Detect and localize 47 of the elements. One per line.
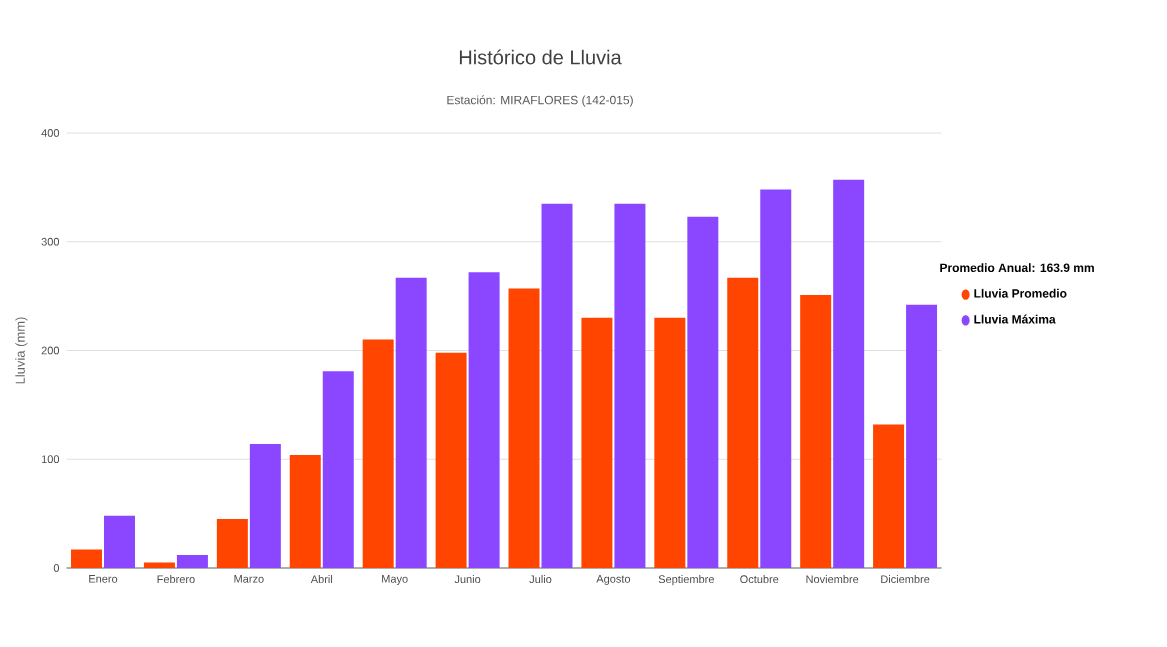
bar	[322, 371, 354, 568]
bar	[614, 203, 646, 568]
x-tick-label: Septiembre	[658, 575, 714, 586]
bar	[435, 352, 467, 568]
bar	[216, 519, 248, 568]
legend-label: Lluvia Promedio	[974, 288, 1067, 298]
bar	[508, 288, 540, 568]
y-tick-label: 300	[41, 237, 60, 246]
x-tick-label: Enero	[89, 575, 118, 583]
bar	[362, 339, 394, 568]
bar	[654, 317, 686, 568]
bar	[143, 562, 175, 568]
bar	[581, 317, 613, 568]
y-tick-label: 0	[53, 564, 60, 572]
legend-title: Promedio Anual: 163.9 mm	[940, 263, 1094, 273]
chart-title: Histórico de Lluvia	[459, 49, 622, 65]
y-tick-label: 200	[41, 346, 60, 355]
x-tick-label: Noviembre	[806, 575, 859, 584]
bar	[71, 549, 103, 568]
bar	[800, 295, 832, 568]
y-axis-title: Lluvia (mm)	[15, 317, 28, 384]
x-tick-label: Mayo	[382, 575, 408, 585]
bar	[289, 454, 321, 568]
bar	[906, 304, 938, 568]
x-tick-label: Julio	[529, 575, 552, 584]
bar	[833, 179, 865, 568]
chart-subtitle: Estación: MIRAFLORES (142-015)	[447, 95, 633, 107]
bar	[104, 515, 136, 568]
bar	[873, 424, 905, 568]
x-tick-label: Junio	[454, 575, 481, 584]
bar	[468, 272, 500, 568]
bar	[760, 189, 792, 568]
y-tick-label: 100	[41, 455, 60, 464]
bar	[727, 277, 759, 568]
x-tick-label: Agosto	[596, 575, 631, 585]
bar	[687, 216, 719, 568]
bar	[249, 444, 281, 568]
x-tick-label: Abril	[310, 575, 333, 584]
x-tick-label: Diciembre	[881, 575, 930, 584]
bar	[176, 554, 208, 568]
bar	[541, 203, 573, 568]
x-tick-label: Octubre	[740, 575, 779, 584]
x-tick-label: Febrero	[157, 575, 195, 584]
bar	[395, 277, 427, 568]
y-tick-label: 400	[41, 129, 60, 137]
x-tick-label: Marzo	[234, 575, 264, 583]
legend-label: Lluvia Máxima	[974, 314, 1056, 324]
